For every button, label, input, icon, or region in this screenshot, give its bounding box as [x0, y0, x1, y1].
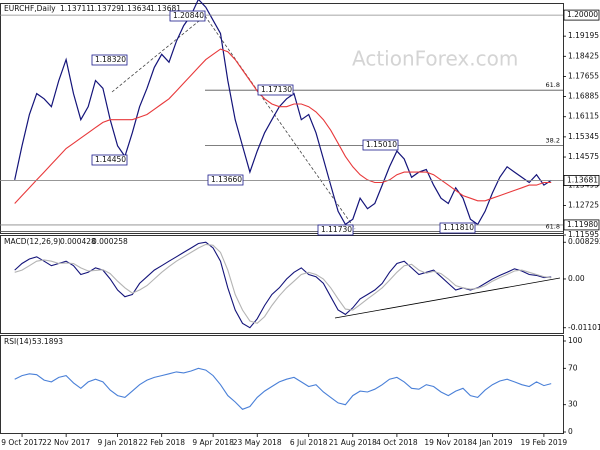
x-tick-label: 9 Oct 2017 — [1, 438, 43, 447]
y-tick-label: 1.12725 — [568, 200, 599, 209]
y-tick-label: 1.11595 — [568, 230, 599, 239]
macd-panel — [0, 235, 564, 334]
series-line — [14, 243, 552, 324]
y-tick-label: 0 — [568, 427, 573, 436]
series-line — [14, 0, 552, 226]
y-tick-label: 1.18425 — [568, 51, 599, 60]
y-tick-label: 0.008292 — [568, 237, 600, 246]
ohlc-low: 1.13634 — [120, 4, 151, 13]
x-tick-label: 4 Oct 2018 — [376, 438, 418, 447]
level-box — [563, 9, 600, 21]
price-annotation: 1.14450 — [95, 155, 126, 164]
y-tick-label: 70 — [568, 363, 578, 372]
y-tick-label: 30 — [568, 400, 578, 409]
level-label: 1.20000 — [567, 10, 598, 19]
y-tick-label: 1.14575 — [568, 152, 599, 161]
y-tick-label: 1.15345 — [568, 132, 599, 141]
x-tick-label: 22 Feb 2018 — [138, 438, 185, 447]
price-annotation-box — [169, 10, 206, 22]
ohlc-open: 1.13711 — [60, 4, 91, 13]
price-annotation-box — [439, 222, 476, 234]
y-tick-label: 1.16885 — [568, 92, 599, 101]
fib-label: 38.2 — [546, 137, 560, 145]
x-tick-label: 19 Feb 2019 — [521, 438, 568, 447]
price-annotation-box — [317, 224, 354, 236]
y-tick-label: 1.17655 — [568, 71, 599, 80]
series-line — [14, 367, 552, 410]
price-annotation: 1.11810 — [443, 223, 474, 232]
x-tick-label: 6 Jul 2018 — [290, 438, 328, 447]
ohlc-close: 1.13681 — [150, 4, 181, 13]
macd-value: 0.000428 — [60, 237, 96, 246]
main-panel — [0, 3, 564, 234]
trend-dashed — [204, 15, 356, 230]
x-tick-label: 21 Aug 2018 — [329, 438, 377, 447]
watermark: ActionForex.com — [352, 47, 518, 71]
x-tick-label: 9 Apr 2018 — [192, 438, 234, 447]
price-annotation-box — [257, 84, 294, 96]
price-annotation-box — [91, 154, 128, 166]
fib-label: 61.8 — [546, 222, 560, 230]
level-label: 1.13681 — [567, 175, 598, 184]
series-line — [14, 241, 552, 329]
price-annotation: 1.13660 — [211, 175, 242, 184]
series-line — [14, 48, 552, 204]
rsi-panel — [0, 335, 564, 434]
price-annotation: 1.17130 — [261, 85, 292, 94]
macd-title: MACD(12,26,9) — [4, 237, 61, 246]
macd-trendline — [334, 277, 561, 319]
price-annotation: 1.11730 — [321, 225, 352, 234]
x-tick-label: 22 Nov 2017 — [42, 438, 90, 447]
y-tick-label: -0.011015 — [568, 323, 600, 332]
level-label: 1.11980 — [567, 220, 598, 229]
signal-value: 0.000258 — [92, 237, 128, 246]
ohlc-high: 1.13729 — [90, 4, 121, 13]
price-annotation-box — [362, 139, 399, 151]
price-annotation-box — [91, 54, 128, 66]
y-tick-label: 1.16115 — [568, 112, 599, 121]
price-annotation: 1.15010 — [366, 140, 397, 149]
price-annotation-box — [207, 174, 244, 186]
price-annotation: 1.18320 — [95, 55, 126, 64]
y-tick-label: 1.19195 — [568, 31, 599, 40]
fib-label: 61.8 — [546, 81, 560, 89]
level-box — [563, 175, 600, 186]
trend-dashed — [111, 15, 206, 93]
x-tick-label: 23 May 2018 — [233, 438, 282, 447]
level-box — [563, 219, 600, 231]
x-tick-label: 19 Nov 2018 — [424, 438, 472, 447]
symbol-label: EURCHF,Daily — [4, 4, 56, 13]
price-annotation: 1.20840 — [173, 11, 204, 20]
rsi-title: RSI(14) — [4, 337, 32, 346]
rsi-value: 53.1893 — [32, 337, 63, 346]
x-tick-label: 4 Jan 2019 — [472, 438, 512, 447]
y-tick-label: 0.00 — [568, 274, 585, 283]
y-tick-label: 100 — [568, 336, 583, 345]
x-tick-label: 9 Jan 2018 — [97, 438, 137, 447]
